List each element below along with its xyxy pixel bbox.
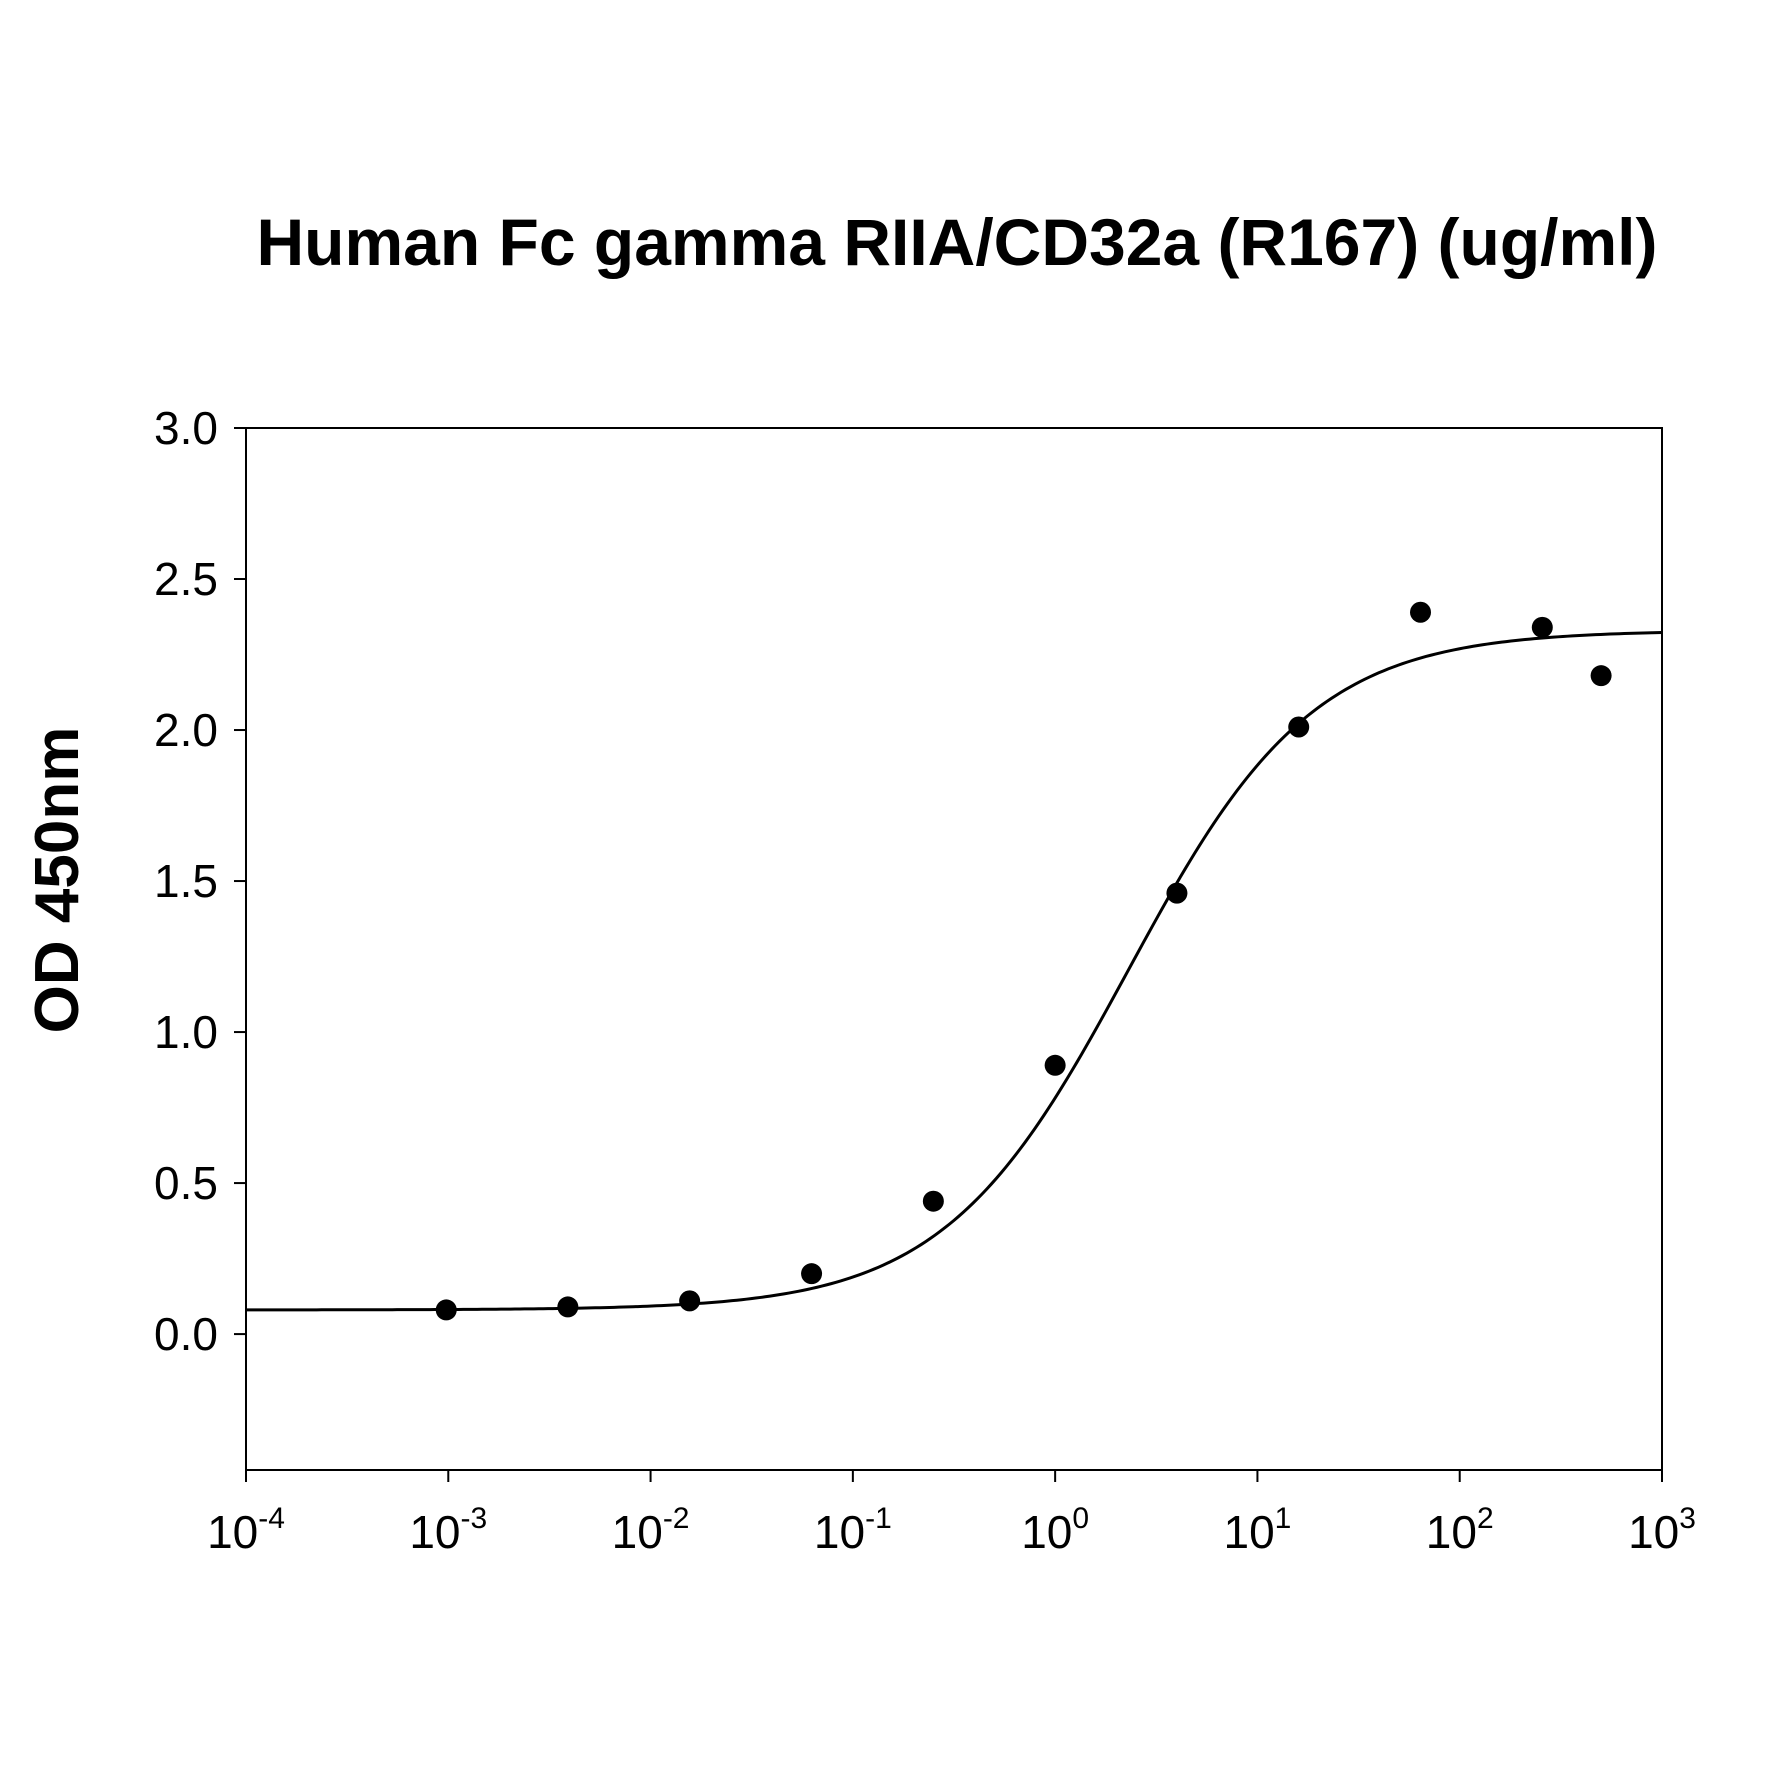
y-tick-label: 0.5 <box>154 1157 218 1209</box>
y-tick-label: 1.5 <box>154 855 218 907</box>
data-point <box>557 1296 579 1318</box>
data-point <box>1166 882 1188 904</box>
data-point <box>922 1190 944 1212</box>
data-point <box>801 1263 823 1285</box>
data-point <box>435 1299 457 1321</box>
data-points <box>435 601 1612 1321</box>
data-point <box>1044 1054 1066 1076</box>
y-tick-label: 2.0 <box>154 704 218 756</box>
fit-curve <box>245 630 1663 1312</box>
data-point <box>1410 601 1432 623</box>
data-point <box>1288 716 1310 738</box>
data-point <box>1590 665 1612 687</box>
x-tick-label: 10-4 <box>207 1502 285 1558</box>
x-tick-label: 100 <box>1021 1502 1089 1558</box>
y-axis-title: OD 450nm <box>23 727 92 1034</box>
x-tick-label: 102 <box>1426 1502 1494 1558</box>
data-point <box>1531 616 1553 638</box>
x-tick-label: 103 <box>1628 1502 1696 1558</box>
x-tick-label: 10-2 <box>612 1502 690 1558</box>
y-tick-label: 2.5 <box>154 553 218 605</box>
x-tick-label: 10-3 <box>409 1502 487 1558</box>
y-tick-label: 3.0 <box>154 402 218 454</box>
chart-title: Human Fc gamma RIIA/CD32a (R167) (ug/ml) <box>257 205 1658 279</box>
data-point <box>679 1290 701 1312</box>
plot-frame <box>245 427 1663 1471</box>
y-tick-label: 1.0 <box>154 1006 218 1058</box>
y-axis-ticks: 0.0 0.5 1.0 1.5 2.0 2.5 3.0 <box>154 402 246 1360</box>
x-tick-label: 101 <box>1223 1502 1291 1558</box>
x-tick-label: 10-1 <box>814 1502 892 1558</box>
y-tick-label: 0.0 <box>154 1308 218 1360</box>
x-axis-ticks: 10-4 10-3 10-2 10-1 100 101 102 103 <box>207 1470 1696 1558</box>
